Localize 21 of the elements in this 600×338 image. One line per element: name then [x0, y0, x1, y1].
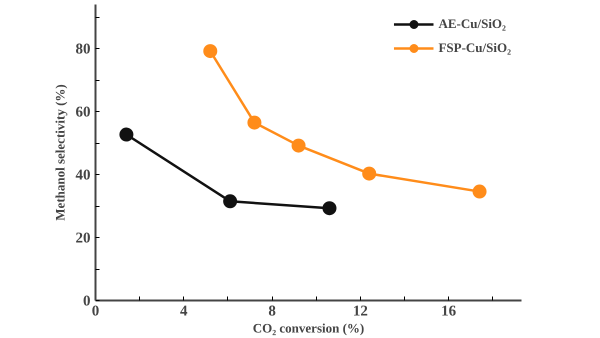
y-tick-label: 60	[76, 104, 90, 121]
x-tick-label: 12	[352, 304, 368, 320]
y-tick-label: 20	[76, 230, 90, 247]
point	[247, 116, 262, 130]
y-tick-label: 80	[76, 42, 90, 58]
point	[292, 138, 306, 153]
legend-label: AE-Cu/SiO₂	[438, 16, 506, 32]
point	[119, 128, 134, 142]
point	[322, 201, 336, 216]
y-tick-label: 40	[76, 168, 90, 184]
point	[472, 184, 487, 199]
point	[223, 194, 238, 208]
point	[203, 44, 218, 58]
point	[362, 166, 376, 181]
y-tick-label: 0	[83, 294, 90, 310]
y-axis-title: Methanol selectivity (%)	[52, 84, 68, 221]
legend-label: FSP-Cu/SiO₂	[438, 40, 511, 56]
x-tick-label: 4	[180, 304, 188, 320]
x-axis-title: CO₂ conversion (%)	[252, 320, 364, 336]
x-tick-label: 8	[268, 304, 276, 320]
x-tick-label: 16	[441, 304, 457, 320]
